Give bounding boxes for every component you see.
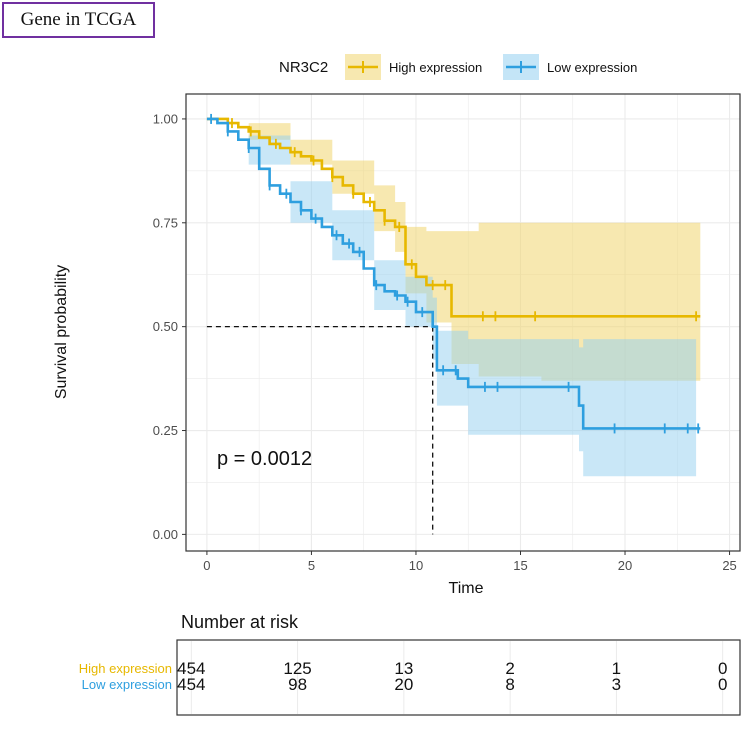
x-tick-label: 15: [513, 558, 527, 573]
y-tick-label: 1.00: [153, 111, 178, 126]
risk-cell: 2: [505, 659, 514, 678]
legend-label-low: Low expression: [547, 60, 637, 75]
risk-cell: 1: [612, 659, 621, 678]
survival-curve-high: [206, 117, 701, 318]
x-tick-label: 10: [409, 558, 423, 573]
p-value: p = 0.0012: [217, 448, 312, 470]
risk-cell: 8: [505, 675, 514, 694]
censor-marks: [210, 113, 700, 434]
y-tick-label: 0.25: [153, 423, 178, 438]
median-survival-lines: [206, 326, 434, 535]
risk-row-label: Low expression: [82, 677, 172, 692]
y-axis: 0.00 0.25 0.50 0.75 1.00: [153, 111, 186, 542]
title-badge: Gene in TCGA: [2, 2, 155, 38]
risk-cell: 454: [177, 675, 205, 694]
risk-cell: 13: [394, 659, 413, 678]
risk-cell: 125: [283, 659, 311, 678]
ci-band-high: [206, 118, 701, 385]
risk-cell: 98: [288, 675, 307, 694]
legend-label-high: High expression: [389, 60, 482, 75]
y-tick-label: 0.75: [153, 215, 178, 230]
x-axis: 0 5 10 15 20 25: [203, 551, 737, 573]
risk-cell: 0: [718, 659, 727, 678]
risk-table-panel: [176, 639, 741, 716]
risk-cell: 3: [612, 675, 621, 694]
x-tick-label: 0: [203, 558, 210, 573]
plot-panel-border: [185, 93, 741, 552]
risk-row-label: High expression: [79, 661, 172, 676]
y-axis-title: Survival probability: [53, 265, 70, 399]
y-tick-label: 0.50: [153, 319, 178, 334]
risk-cell: 0: [718, 675, 727, 694]
risk-cell: 20: [394, 675, 413, 694]
y-tick-label: 0.00: [153, 527, 178, 542]
risk-table: High expression 454 125 13 2 1 0 Low expression…: [79, 659, 728, 694]
risk-table-title: Number at risk: [181, 612, 299, 632]
x-tick-label: 20: [618, 558, 632, 573]
legend: NR3C2 High expression Low expression: [279, 54, 637, 80]
legend-title: NR3C2: [279, 59, 328, 76]
risk-table-gridlines: [190, 641, 724, 714]
x-axis-title: Time: [449, 580, 484, 597]
survival-curve-low: [206, 117, 701, 430]
risk-cell: 454: [177, 659, 205, 678]
x-tick-label: 5: [308, 558, 315, 573]
x-tick-label: 25: [722, 558, 736, 573]
survival-curves: [206, 117, 701, 430]
